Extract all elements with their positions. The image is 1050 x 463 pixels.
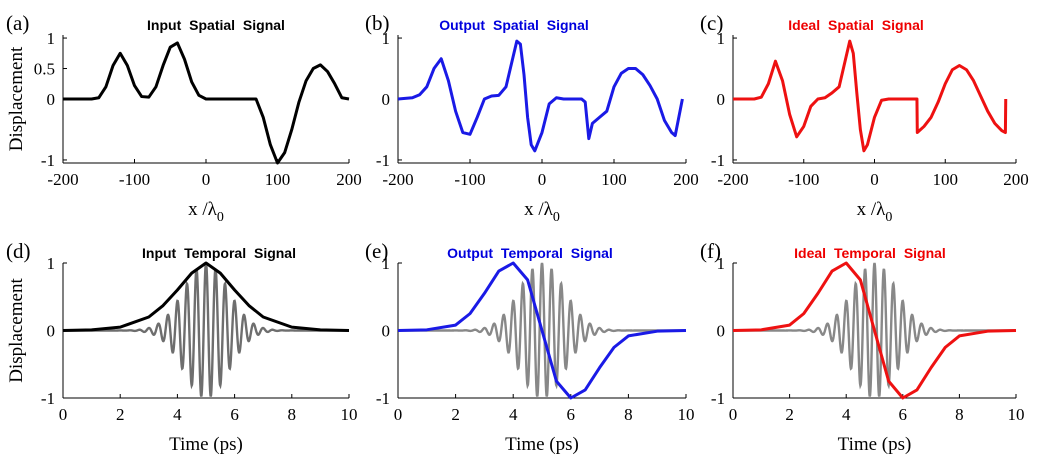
y-tick-label: 1: [717, 254, 726, 273]
x-tick-label: 10: [678, 405, 695, 424]
x-tick-label: 100: [933, 170, 959, 189]
panel-label: (c): [700, 11, 723, 35]
x-tick-label: 0: [394, 405, 403, 424]
panel-title: Output Temporal Signal: [447, 245, 613, 261]
x-tick-label: 0: [202, 170, 211, 189]
panel-title: Ideal Spatial Signal: [788, 17, 924, 33]
y-tick-label: -1: [711, 389, 725, 408]
panel-title: Input Spatial Signal: [147, 17, 285, 33]
panel-label: (f): [700, 239, 721, 263]
panel-label: (d): [6, 239, 31, 263]
y-tick-label: -1: [41, 151, 55, 170]
panel-title: Input Temporal Signal: [142, 245, 296, 261]
series-line: [733, 39, 1008, 153]
y-tick-label: 0: [717, 322, 726, 341]
panel-label: (a): [6, 11, 29, 35]
y-tick-label: -1: [376, 389, 390, 408]
x-axis-label: Time (ps): [838, 434, 912, 455]
panel-label: (e): [365, 239, 388, 263]
x-axis-label: x /λ0: [524, 199, 560, 225]
y-tick-label: -1: [711, 151, 725, 170]
series-line: [62, 261, 350, 332]
x-tick-label: 6: [567, 405, 576, 424]
x-axis-label: Time (ps): [169, 434, 243, 455]
x-tick-label: -200: [717, 170, 748, 189]
x-tick-label: 200: [673, 170, 699, 189]
x-tick-label: 8: [624, 405, 633, 424]
carrier-series-line: [398, 262, 686, 397]
y-tick-label: 0: [382, 322, 391, 341]
x-tick-label: 8: [288, 405, 297, 424]
y-tick-label: 0: [382, 90, 391, 109]
x-axis-label: x /λ0: [188, 199, 224, 225]
y-tick-label: 1: [47, 29, 56, 48]
x-tick-label: -100: [454, 170, 485, 189]
x-tick-label: 4: [509, 405, 518, 424]
panel-title: Ideal Temporal Signal: [794, 245, 946, 261]
x-tick-label: 2: [451, 405, 460, 424]
x-tick-label: 4: [842, 405, 851, 424]
carrier-series-line: [733, 262, 1016, 397]
x-tick-label: 6: [230, 405, 239, 424]
series-line: [397, 39, 684, 153]
series-line: [732, 261, 1017, 400]
x-tick-label: 200: [336, 170, 362, 189]
x-tick-label: -200: [47, 170, 78, 189]
panel-label: (b): [365, 11, 390, 35]
x-tick-label: 200: [1003, 170, 1029, 189]
x-tick-label: 4: [173, 405, 182, 424]
x-axis-label: Time (ps): [505, 434, 579, 455]
y-tick-label: 0: [47, 322, 56, 341]
x-tick-label: 0: [870, 170, 879, 189]
y-tick-label: 0.5: [34, 60, 55, 79]
y-tick-label: -1: [41, 389, 55, 408]
y-tick-label: 1: [717, 29, 726, 48]
y-tick-label: 1: [382, 254, 391, 273]
x-tick-label: 0: [538, 170, 547, 189]
series-line: [397, 261, 687, 400]
x-tick-label: 6: [899, 405, 908, 424]
x-tick-label: -200: [382, 170, 413, 189]
y-tick-label: 0: [717, 90, 726, 109]
x-tick-label: 100: [601, 170, 627, 189]
y-tick-label: 0: [47, 90, 56, 109]
y-tick-label: 1: [382, 29, 391, 48]
y-axis-label: Displacement: [6, 278, 27, 383]
panel-title: Output Spatial Signal: [439, 17, 589, 33]
x-tick-label: 2: [785, 405, 794, 424]
x-tick-label: 10: [1008, 405, 1025, 424]
x-tick-label: -100: [119, 170, 150, 189]
x-tick-label: 8: [955, 405, 964, 424]
y-axis-label: Displacement: [6, 46, 27, 151]
x-tick-label: 0: [729, 405, 738, 424]
panel-a: -200 -100 0 100 200 1 0.5 0 -1 (a) Input Spatial S…: [6, 11, 362, 225]
x-tick-label: 2: [116, 405, 125, 424]
panel-b: -200 -100 0 100 200 1 0 -1 (b) Output Spatial Sig…: [365, 11, 699, 225]
x-tick-label: 100: [265, 170, 291, 189]
x-tick-label: 10: [341, 405, 358, 424]
y-tick-label: -1: [376, 151, 390, 170]
x-axis-label: x /λ0: [857, 199, 893, 225]
panel-c: -200 -100 0 100 200 1 0 -1 (c) Ideal Spatial Sign…: [700, 11, 1029, 225]
x-tick-label: 0: [59, 405, 68, 424]
series-line: [63, 41, 350, 165]
y-tick-label: 1: [47, 254, 56, 273]
x-tick-label: -100: [788, 170, 819, 189]
